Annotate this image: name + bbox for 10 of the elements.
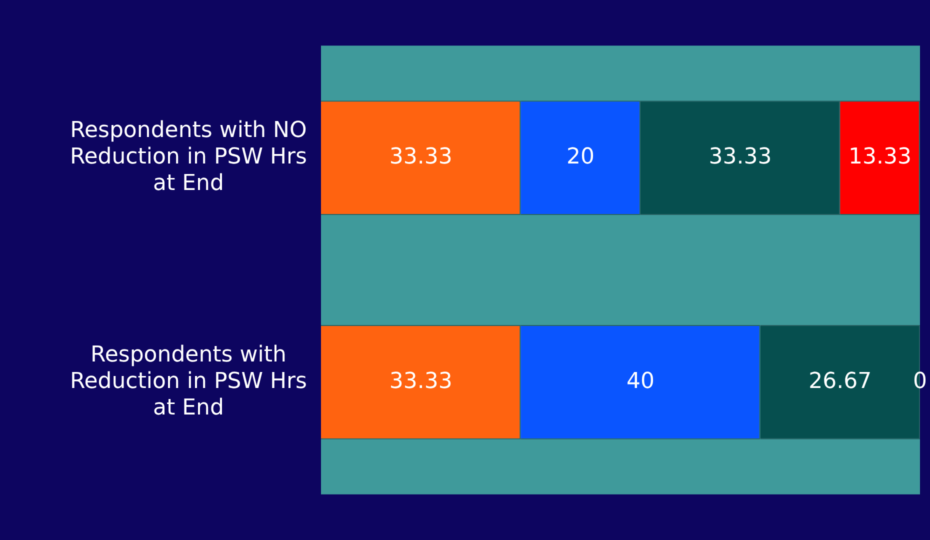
data-label: 33.33 [389,144,452,170]
data-label: 26.67 [808,368,872,394]
data-label: 20 [566,144,595,170]
data-label: 0 [913,368,927,394]
data-label: 13.33 [848,144,912,170]
y-tick-label: Respondents with NO Reduction in PSW Hrs at End [70,118,308,196]
data-label: 40 [626,368,654,394]
data-label: 33.33 [389,368,452,394]
y-tick-label: Respondents with Reduction in PSW Hrs at End [70,342,308,420]
data-label: 33.33 [708,144,772,170]
